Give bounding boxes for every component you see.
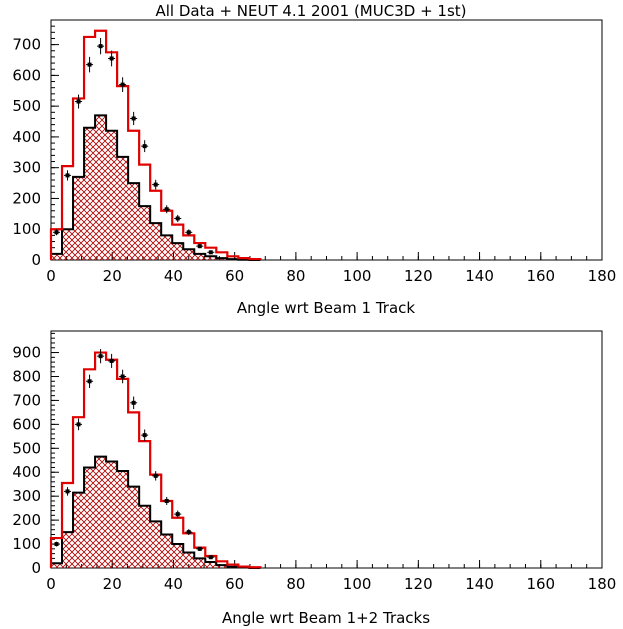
data-point bbox=[174, 510, 182, 518]
y-tick-label: 700 bbox=[12, 391, 41, 409]
x-tick-label: 120 bbox=[404, 575, 433, 593]
y-tick-label: 600 bbox=[12, 415, 41, 433]
x-tick-label: 20 bbox=[103, 575, 122, 593]
x-tick-label: 60 bbox=[225, 575, 244, 593]
data-point bbox=[207, 555, 215, 560]
data-point bbox=[196, 546, 204, 551]
y-tick-label: 400 bbox=[12, 128, 41, 146]
y-tick-label: 600 bbox=[12, 66, 41, 84]
hatched-series-outline bbox=[50, 455, 261, 569]
data-point bbox=[64, 170, 72, 181]
y-tick-label: 700 bbox=[12, 36, 41, 54]
x-tick-label: 100 bbox=[343, 575, 372, 593]
x-tick-label: 180 bbox=[588, 267, 617, 285]
xlabel-beam12: Angle wrt Beam 1+2 Tracks bbox=[222, 609, 430, 627]
data-point bbox=[185, 229, 193, 236]
data-point bbox=[75, 94, 83, 109]
hatched-fill bbox=[51, 115, 261, 260]
total-series-line bbox=[49, 29, 262, 261]
y-tick-label: 400 bbox=[12, 463, 41, 481]
x-tick-label: 160 bbox=[526, 267, 555, 285]
histogram-beam1: 0 100 200 300 400 500 600 700 0 20 40 60 80 100 120 140… bbox=[12, 19, 617, 285]
data-point bbox=[130, 396, 138, 410]
x-tick-label: 100 bbox=[343, 267, 372, 285]
xlabel-beam1: Angle wrt Beam 1 Track bbox=[237, 299, 416, 317]
data-point bbox=[64, 487, 72, 496]
data-point bbox=[75, 418, 83, 431]
y-tick-label: 0 bbox=[31, 251, 41, 269]
data-point bbox=[53, 229, 61, 236]
x-tick-label: 140 bbox=[465, 575, 494, 593]
data-point bbox=[152, 471, 160, 481]
hatched-fill bbox=[51, 456, 261, 568]
x-tick-label: 80 bbox=[286, 267, 305, 285]
data-point bbox=[97, 349, 105, 364]
data-point bbox=[141, 140, 149, 153]
data-point bbox=[108, 50, 116, 67]
data-point bbox=[163, 205, 171, 214]
y-tick-label: 300 bbox=[12, 487, 41, 505]
y-tick-label: 300 bbox=[12, 159, 41, 177]
x-tick-label: 0 bbox=[46, 575, 56, 593]
x-tick-label: 120 bbox=[404, 267, 433, 285]
hatched-series-outline bbox=[50, 114, 261, 261]
x-tick-label: 180 bbox=[588, 575, 617, 593]
y-tick-label: 500 bbox=[12, 97, 41, 115]
data-point bbox=[119, 77, 127, 92]
data-point bbox=[152, 179, 160, 190]
data-point bbox=[196, 244, 204, 249]
x-tick-label: 140 bbox=[465, 267, 494, 285]
data-point bbox=[119, 369, 127, 384]
y-tick-label: 900 bbox=[12, 344, 41, 362]
y-tick-label: 800 bbox=[12, 367, 41, 385]
histogram-beam12: 0 100 200 300 400 500 600 700 800 900 0 20 40 60 80 100… bbox=[12, 330, 617, 593]
data-point bbox=[141, 429, 149, 441]
x-tick-label: 160 bbox=[526, 575, 555, 593]
data-point bbox=[86, 56, 94, 73]
y-tick-label: 200 bbox=[12, 511, 41, 529]
data-point bbox=[185, 529, 193, 536]
y-tick-label: 500 bbox=[12, 439, 41, 457]
data-point bbox=[174, 214, 182, 223]
y-tick-label: 100 bbox=[12, 535, 41, 553]
page-title: All Data + NEUT 4.1 2001 (MUC3D + 1st) bbox=[156, 2, 467, 20]
data-point bbox=[108, 353, 116, 368]
x-tick-label: 40 bbox=[164, 575, 183, 593]
x-tick-label: 40 bbox=[164, 267, 183, 285]
data-point bbox=[97, 38, 105, 55]
x-tick-label: 0 bbox=[46, 267, 56, 285]
data-point bbox=[207, 250, 215, 255]
y-tick-label: 200 bbox=[12, 189, 41, 207]
x-tick-label: 20 bbox=[103, 267, 122, 285]
data-point bbox=[130, 111, 138, 126]
data-point bbox=[163, 496, 171, 505]
data-point bbox=[86, 374, 94, 388]
y-tick-label: 100 bbox=[12, 220, 41, 238]
x-tick-label: 80 bbox=[286, 575, 305, 593]
y-tick-label: 0 bbox=[31, 559, 41, 577]
data-point bbox=[53, 541, 61, 547]
x-tick-label: 60 bbox=[225, 267, 244, 285]
